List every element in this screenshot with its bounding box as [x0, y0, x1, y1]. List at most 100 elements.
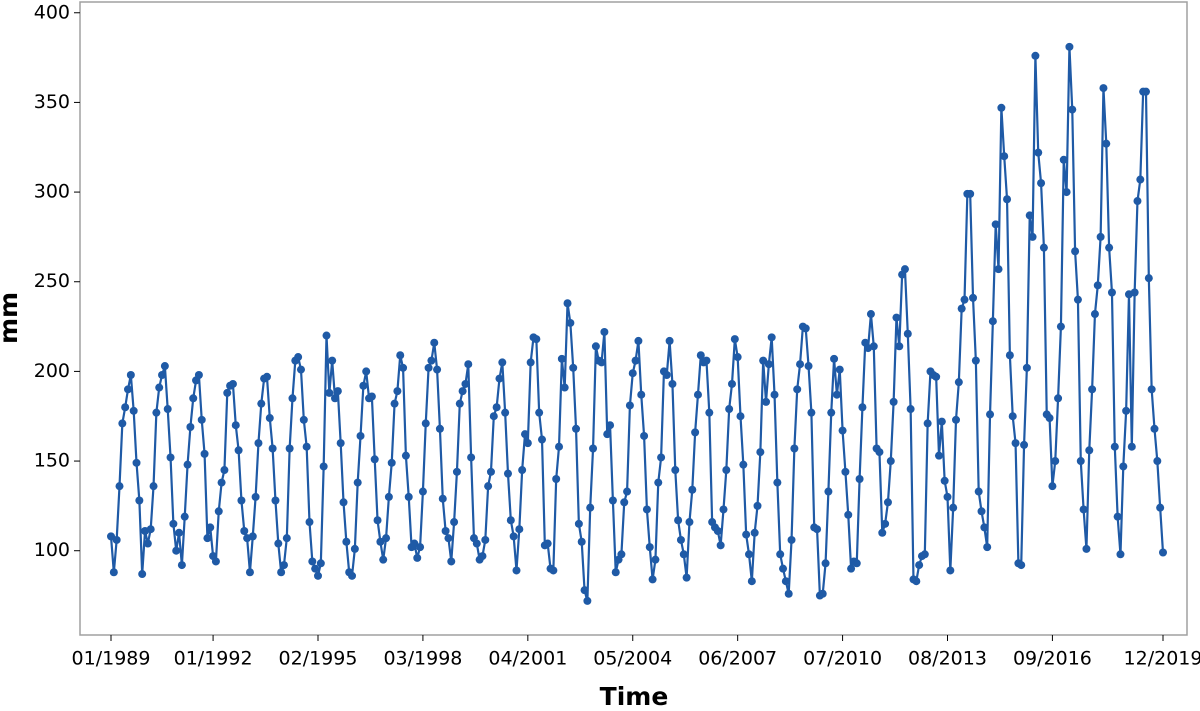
- data-point: [492, 403, 501, 412]
- data-point: [824, 487, 833, 496]
- x-tick-label: 07/2010: [803, 648, 882, 670]
- data-point: [217, 478, 226, 487]
- data-point: [143, 539, 152, 548]
- data-point: [189, 394, 198, 403]
- data-point: [240, 526, 249, 535]
- data-point: [228, 379, 237, 388]
- data-point: [671, 466, 680, 475]
- data-point: [1082, 544, 1091, 553]
- data-point: [186, 422, 195, 431]
- data-point: [285, 444, 294, 453]
- data-point: [733, 353, 742, 362]
- data-point: [960, 295, 969, 304]
- data-point: [538, 435, 547, 444]
- data-point: [790, 444, 799, 453]
- data-point: [682, 573, 691, 582]
- data-point: [674, 516, 683, 525]
- data-point: [1048, 482, 1057, 491]
- data-point: [693, 390, 702, 399]
- data-point: [1062, 188, 1071, 197]
- data-point: [1085, 446, 1094, 455]
- data-point: [665, 336, 674, 345]
- x-tick-label: 12/2019: [1124, 648, 1200, 670]
- data-point: [852, 559, 861, 568]
- data-point: [1008, 412, 1017, 421]
- data-point: [166, 453, 175, 462]
- data-point: [203, 534, 212, 543]
- data-point: [1156, 503, 1165, 512]
- data-point: [753, 501, 762, 510]
- data-point: [206, 523, 215, 532]
- data-point: [589, 444, 598, 453]
- data-point: [1003, 195, 1012, 204]
- data-point: [597, 358, 606, 367]
- data-point: [762, 397, 771, 406]
- data-point: [807, 408, 816, 417]
- data-point: [645, 543, 654, 552]
- data-point: [937, 417, 946, 426]
- data-point: [793, 385, 802, 394]
- data-point: [1017, 561, 1026, 570]
- data-point: [648, 575, 657, 584]
- data-point: [611, 568, 620, 577]
- data-point: [847, 564, 856, 573]
- data-point: [986, 410, 995, 419]
- data-point: [498, 358, 507, 367]
- data-point: [503, 469, 512, 478]
- data-point: [736, 412, 745, 421]
- data-point: [288, 394, 297, 403]
- data-point: [742, 530, 751, 539]
- data-point: [1034, 148, 1043, 157]
- data-point: [685, 518, 694, 527]
- data-point: [1130, 288, 1139, 297]
- data-point: [883, 498, 892, 507]
- data-point: [1071, 247, 1080, 256]
- data-point: [509, 532, 518, 541]
- data-point: [353, 478, 362, 487]
- data-point: [1141, 87, 1150, 96]
- data-point: [702, 356, 711, 365]
- data-point: [628, 369, 637, 378]
- data-point: [146, 525, 155, 534]
- data-point: [172, 546, 181, 555]
- data-point: [543, 539, 552, 548]
- data-point: [1068, 105, 1077, 114]
- data-point: [1020, 440, 1029, 449]
- data-point: [767, 333, 776, 342]
- data-point: [413, 553, 422, 562]
- data-point: [608, 496, 617, 505]
- data-point: [183, 460, 192, 469]
- data-point: [1096, 232, 1105, 241]
- data-point: [294, 353, 303, 362]
- data-point: [878, 528, 887, 537]
- data-point: [305, 518, 314, 527]
- x-tick-label: 01/1992: [174, 648, 253, 670]
- data-point: [943, 492, 952, 501]
- data-point: [574, 519, 583, 528]
- y-axis-title: mm: [0, 292, 23, 344]
- data-point: [251, 492, 260, 501]
- data-point: [373, 516, 382, 525]
- data-point: [1059, 155, 1068, 164]
- data-point: [603, 430, 612, 439]
- data-point: [495, 374, 504, 383]
- data-point: [370, 455, 379, 464]
- data-point: [1065, 42, 1074, 51]
- data-point: [642, 505, 651, 514]
- data-point: [719, 505, 728, 514]
- data-point: [435, 424, 444, 433]
- data-point: [311, 564, 320, 573]
- data-point: [396, 351, 405, 360]
- data-point: [739, 460, 748, 469]
- data-point: [586, 503, 595, 512]
- data-point: [1051, 457, 1060, 466]
- data-point: [359, 381, 368, 390]
- data-point: [1079, 505, 1088, 514]
- data-point: [722, 466, 731, 475]
- data-point: [727, 379, 736, 388]
- data-point: [424, 363, 433, 372]
- data-point: [974, 487, 983, 496]
- data-point: [169, 519, 178, 528]
- x-tick-label: 08/2013: [908, 648, 987, 670]
- data-point: [532, 335, 541, 344]
